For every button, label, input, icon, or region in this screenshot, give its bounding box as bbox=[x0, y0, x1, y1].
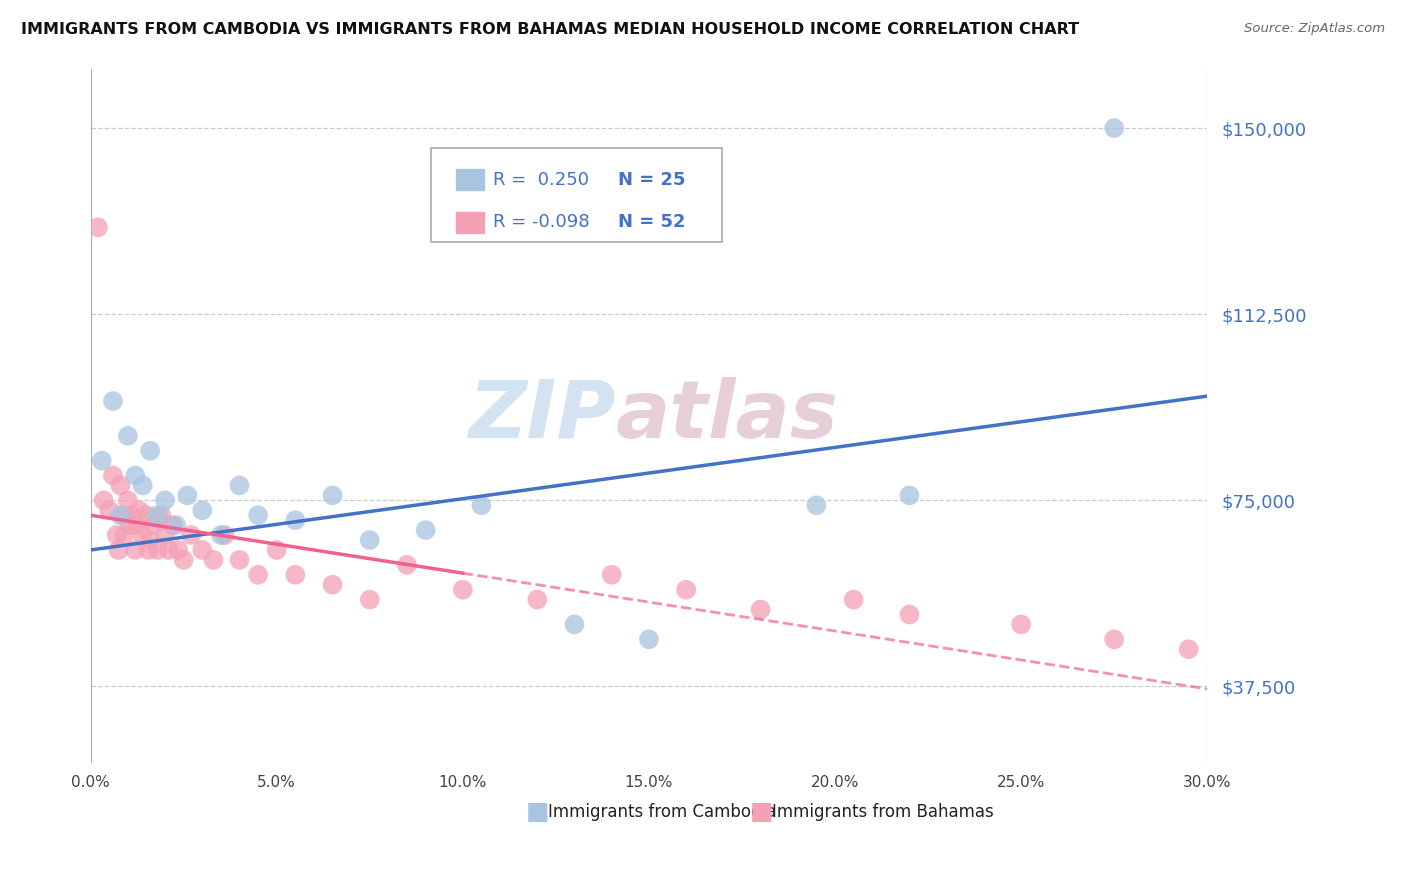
Point bbox=[898, 607, 921, 622]
Point bbox=[806, 498, 828, 512]
Point bbox=[526, 592, 548, 607]
Text: N = 25: N = 25 bbox=[617, 170, 685, 189]
Point bbox=[112, 528, 135, 542]
Text: Source: ZipAtlas.com: Source: ZipAtlas.com bbox=[1244, 22, 1385, 36]
Point bbox=[1102, 632, 1125, 647]
Point bbox=[749, 602, 772, 616]
Point bbox=[359, 533, 381, 547]
Point bbox=[165, 518, 187, 533]
Point bbox=[117, 429, 139, 443]
Point bbox=[1177, 642, 1199, 657]
Point bbox=[202, 553, 225, 567]
Point bbox=[90, 453, 112, 467]
Point bbox=[359, 592, 381, 607]
Point bbox=[135, 508, 157, 523]
Point bbox=[121, 508, 143, 523]
Point bbox=[1102, 121, 1125, 136]
Text: ■: ■ bbox=[749, 800, 773, 824]
Point bbox=[451, 582, 474, 597]
Point bbox=[167, 543, 190, 558]
Point bbox=[842, 592, 865, 607]
Point bbox=[150, 508, 173, 523]
Point bbox=[284, 567, 307, 582]
Point bbox=[101, 394, 124, 409]
Point bbox=[146, 543, 169, 558]
Point bbox=[117, 493, 139, 508]
Point bbox=[209, 528, 232, 542]
Text: IMMIGRANTS FROM CAMBODIA VS IMMIGRANTS FROM BAHAMAS MEDIAN HOUSEHOLD INCOME CORR: IMMIGRANTS FROM CAMBODIA VS IMMIGRANTS F… bbox=[21, 22, 1080, 37]
Point bbox=[564, 617, 586, 632]
Point bbox=[153, 528, 176, 542]
Point bbox=[284, 513, 307, 527]
Point bbox=[101, 468, 124, 483]
Point bbox=[153, 493, 176, 508]
Point bbox=[142, 518, 165, 533]
Point bbox=[228, 553, 250, 567]
Point bbox=[111, 508, 134, 523]
Point bbox=[107, 543, 129, 558]
Point bbox=[139, 533, 162, 547]
Point bbox=[173, 553, 195, 567]
Point bbox=[128, 503, 150, 517]
Text: ■: ■ bbox=[526, 800, 550, 824]
Point bbox=[136, 543, 159, 558]
Point bbox=[162, 518, 184, 533]
Point bbox=[87, 220, 110, 235]
Point bbox=[322, 578, 344, 592]
Point bbox=[470, 498, 492, 512]
Point bbox=[228, 478, 250, 492]
Point bbox=[124, 468, 146, 483]
Text: atlas: atlas bbox=[616, 377, 838, 455]
Text: Immigrants from Bahamas: Immigrants from Bahamas bbox=[772, 803, 994, 821]
Point bbox=[214, 528, 236, 542]
Point bbox=[247, 567, 270, 582]
Point bbox=[127, 518, 149, 533]
Point bbox=[191, 543, 214, 558]
Point bbox=[191, 503, 214, 517]
Point bbox=[600, 567, 623, 582]
Point bbox=[118, 518, 141, 533]
Text: R = -0.098: R = -0.098 bbox=[492, 213, 589, 231]
Point bbox=[146, 508, 169, 523]
Point bbox=[157, 543, 180, 558]
Point bbox=[675, 582, 697, 597]
Point bbox=[98, 503, 121, 517]
Point bbox=[415, 523, 437, 537]
Point bbox=[395, 558, 418, 572]
Text: N = 52: N = 52 bbox=[617, 213, 685, 231]
Point bbox=[1010, 617, 1032, 632]
Text: ZIP: ZIP bbox=[468, 377, 616, 455]
Text: Immigrants from Cambodia: Immigrants from Cambodia bbox=[548, 803, 776, 821]
Point bbox=[176, 488, 198, 502]
FancyBboxPatch shape bbox=[432, 148, 721, 243]
Point bbox=[322, 488, 344, 502]
Point bbox=[266, 543, 288, 558]
Point bbox=[247, 508, 270, 523]
Point bbox=[93, 493, 115, 508]
Point bbox=[139, 443, 162, 458]
Point bbox=[105, 528, 128, 542]
Point bbox=[898, 488, 921, 502]
Point bbox=[124, 543, 146, 558]
Point bbox=[110, 478, 132, 492]
Point bbox=[132, 478, 155, 492]
Point bbox=[638, 632, 661, 647]
Point bbox=[180, 528, 202, 542]
Text: R =  0.250: R = 0.250 bbox=[492, 170, 589, 189]
Point bbox=[132, 528, 155, 542]
Point bbox=[110, 508, 132, 523]
Bar bbox=[456, 211, 484, 233]
Bar bbox=[456, 169, 484, 190]
